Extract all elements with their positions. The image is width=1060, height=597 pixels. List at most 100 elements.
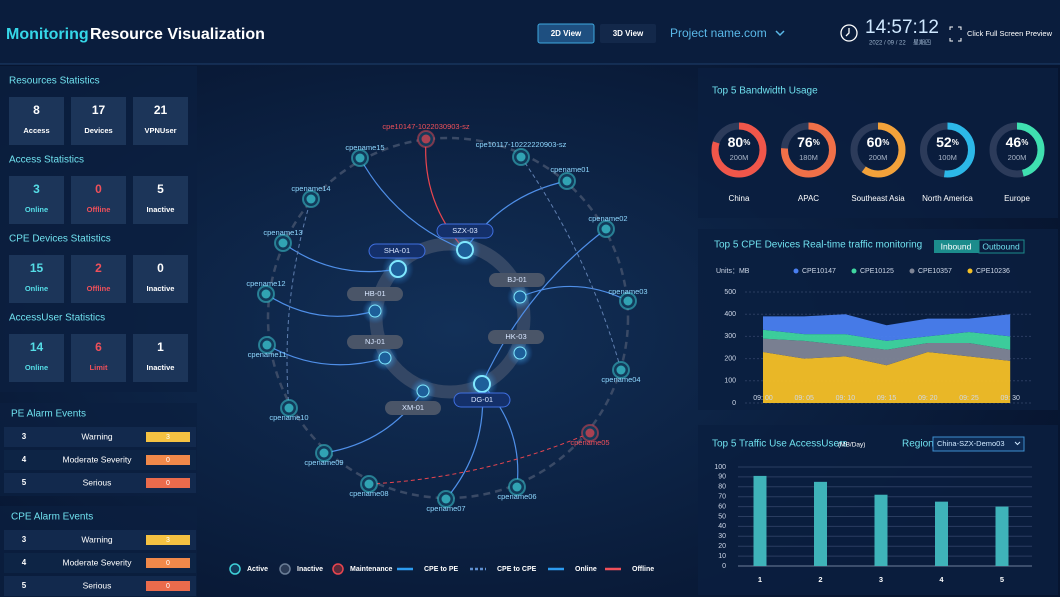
stat-value: 8 xyxy=(33,103,40,117)
chevron xyxy=(775,30,785,37)
area xyxy=(763,351,1011,403)
alarm-level: 3 xyxy=(22,535,27,544)
section-title: Access Statistics xyxy=(9,155,84,166)
y-tick-label: 70 xyxy=(718,494,726,501)
cpe-node-core xyxy=(278,238,288,248)
gauge-arc xyxy=(920,122,975,178)
cpe-label: cpename09 xyxy=(304,458,343,467)
cpe-label: cpename13 xyxy=(263,228,302,237)
x-tick-label: 09: 20 xyxy=(918,395,938,402)
tab-active[interactable] xyxy=(934,240,979,253)
gauge-percent: 80% xyxy=(728,134,751,150)
gauge-percent-value: 60 xyxy=(867,134,883,150)
project-select[interactable]: Project name.com xyxy=(670,26,767,40)
tab[interactable] xyxy=(978,239,1025,254)
cpe-node-core xyxy=(441,494,451,504)
stat-box xyxy=(71,97,126,145)
cpe-label: cpe10117-10222220903-sz xyxy=(476,140,567,149)
alarm-level: 5 xyxy=(22,478,27,487)
cpe-label: cpename14 xyxy=(291,184,330,193)
gauge-name: Southeast Asia xyxy=(851,194,905,203)
view-button-active[interactable] xyxy=(537,23,595,44)
x-tick-label: 09: 00 xyxy=(753,395,773,402)
gauge-arc xyxy=(850,122,906,178)
cpe-label: cpe10147-1022030903-sz xyxy=(382,122,469,131)
pe-label-box xyxy=(489,273,545,287)
gauge-value: 100M xyxy=(938,153,957,162)
pe-label: SZX-03 xyxy=(452,226,477,235)
cpe-label: cpename06 xyxy=(497,492,536,501)
stat-box xyxy=(133,176,188,224)
x-tick-label: 4 xyxy=(939,575,944,584)
title-highlight: Monitoring xyxy=(6,26,89,43)
alarm-count: 3 xyxy=(166,434,170,441)
x-tick-label: 5 xyxy=(1000,575,1004,584)
legend-dot xyxy=(967,268,973,274)
area xyxy=(763,329,1011,350)
y-tick-label: 60 xyxy=(718,503,726,510)
gauge-name: China xyxy=(729,194,750,203)
x-tick-label: 09: 30 xyxy=(1000,395,1020,402)
cpe-node-core xyxy=(319,448,329,458)
pe-label-box xyxy=(368,243,426,259)
view-button[interactable] xyxy=(600,24,656,43)
stat-value: 14 xyxy=(30,340,44,354)
y-tick-label: 30 xyxy=(718,533,726,540)
panel-title: Top 5 Traffic Use AccessUsers xyxy=(712,439,847,450)
x-tick-label: 09: 10 xyxy=(836,395,856,402)
cpe-label: cpename08 xyxy=(349,489,388,498)
legend-dot xyxy=(909,268,915,274)
alarm-label: Moderate Severity xyxy=(63,557,133,567)
pe-node xyxy=(473,375,491,393)
pe-label: HK-03 xyxy=(505,332,526,341)
legend-label: CPE10357 xyxy=(918,268,952,275)
clock-hands xyxy=(845,28,850,37)
pe-label: DG-01 xyxy=(471,395,493,404)
gauge-name: APAC xyxy=(798,194,819,203)
cpe-node-core xyxy=(364,479,374,489)
stat-label: Offline xyxy=(87,284,111,293)
bar xyxy=(753,475,767,566)
y-tick-label: 400 xyxy=(724,311,736,318)
alarm-count: 0 xyxy=(166,560,170,567)
x-tick-label: 2 xyxy=(818,575,822,584)
legend-label: CPE10147 xyxy=(802,268,836,275)
gauge-value: 200M xyxy=(1008,153,1027,162)
alarm-count: 0 xyxy=(166,457,170,464)
y-tick-label: 20 xyxy=(718,543,726,550)
pe-label-box xyxy=(347,335,403,349)
stat-label: Inactive xyxy=(147,205,175,214)
cpe-label: cpename12 xyxy=(246,279,285,288)
gauge-arc xyxy=(781,122,836,178)
cpe-label: cpename10 xyxy=(269,413,308,422)
stat-box xyxy=(71,334,126,382)
legend-label: Active xyxy=(247,566,268,573)
region-select[interactable] xyxy=(932,436,1025,452)
alarm-badge xyxy=(146,455,190,465)
y-tick-label: 50 xyxy=(718,513,726,520)
cpe-cpe-link xyxy=(286,198,312,409)
legend-label: Online xyxy=(575,566,597,573)
y-tick-label: 200 xyxy=(724,355,736,362)
alarm-level: 4 xyxy=(22,558,27,567)
legend-icon xyxy=(229,563,241,575)
legend-icon xyxy=(279,563,291,575)
y-tick-label: 100 xyxy=(724,378,736,385)
gauge-name: Europe xyxy=(1004,194,1030,203)
fullscreen-icon[interactable] xyxy=(949,26,962,42)
gauge-value: 200M xyxy=(869,153,888,162)
alarm-label: Serious xyxy=(83,477,112,487)
gauge-unit: % xyxy=(882,138,889,147)
pe-node xyxy=(513,346,527,360)
legend-label: CPE to PE xyxy=(424,566,459,573)
y-tick-label: 300 xyxy=(724,333,736,340)
cpe-node-core xyxy=(585,428,595,438)
date: 2022 / 09 / 22 xyxy=(869,41,906,47)
stat-label: Online xyxy=(25,205,48,214)
fullscreen-link[interactable]: Click Full Screen Preview xyxy=(967,29,1053,38)
tab-label: Outbound xyxy=(982,241,1020,251)
cpe-node-core xyxy=(262,340,272,350)
alarm-badge xyxy=(146,535,190,545)
